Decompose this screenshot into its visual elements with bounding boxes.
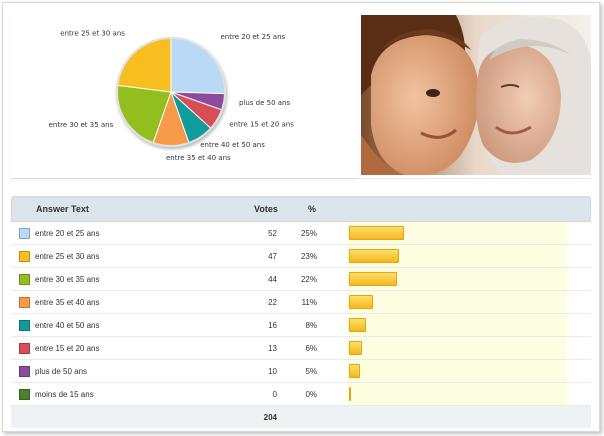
color-swatch	[19, 320, 30, 331]
pie-label-1: plus de 50 ans	[239, 99, 291, 107]
vote-count: 52	[268, 229, 277, 238]
table-row: entre 20 et 25 ans 52 25%	[11, 222, 591, 245]
top-section: entre 20 et 25 ans plus de 50 ans entre 15…	[11, 13, 591, 179]
pie-rim	[116, 37, 226, 147]
answer-label: plus de 50 ans	[35, 367, 88, 376]
vote-percent: 25%	[300, 229, 317, 238]
answer-label: entre 20 et 25 ans	[35, 229, 100, 238]
answer-label: entre 40 et 50 ans	[35, 321, 100, 330]
result-bar	[349, 272, 397, 286]
photo-boy-and-grandmother	[361, 15, 591, 175]
answer-label: entre 25 et 30 ans	[35, 252, 100, 261]
color-swatch	[19, 251, 30, 262]
pie-label-0: entre 20 et 25 ans	[221, 33, 286, 41]
color-swatch	[19, 366, 30, 377]
vote-count: 0	[272, 390, 277, 399]
header-votes: Votes	[254, 204, 278, 214]
answer-label: moins de 15 ans	[35, 390, 94, 399]
bar-track	[347, 291, 567, 313]
table-row: entre 30 et 35 ans 44 22%	[11, 268, 591, 291]
poll-results-frame: entre 20 et 25 ans plus de 50 ans entre 15…	[2, 2, 600, 432]
table-row: entre 40 et 50 ans 16 8%	[11, 314, 591, 337]
answer-label: entre 30 et 35 ans	[35, 275, 100, 284]
color-swatch	[19, 297, 30, 308]
vote-count: 22	[268, 298, 277, 307]
vote-percent: 5%	[305, 367, 317, 376]
pie-label-3: entre 40 et 50 ans	[200, 141, 265, 149]
bar-track	[347, 268, 567, 290]
bar-track	[347, 314, 567, 336]
portrait-image	[361, 15, 591, 175]
pie-label-5: entre 30 et 35 ans	[49, 121, 114, 129]
header-percent: %	[308, 204, 317, 214]
result-bar	[349, 341, 362, 355]
pie-chart-panel: entre 20 et 25 ans plus de 50 ans entre 15…	[11, 13, 356, 178]
vote-count: 10	[268, 367, 277, 376]
pie-label-2: entre 15 et 20 ans	[229, 120, 294, 128]
table-row: moins de 15 ans 0 0%	[11, 383, 591, 406]
pie-label-4: entre 35 et 40 ans	[166, 154, 231, 162]
vote-count: 16	[268, 321, 277, 330]
color-swatch	[19, 389, 30, 400]
bar-track	[347, 245, 567, 267]
answer-label: entre 35 et 40 ans	[35, 298, 100, 307]
pie-label-6: entre 25 et 30 ans	[60, 30, 125, 38]
color-swatch	[19, 228, 30, 239]
table-header: Answer Text Votes %	[11, 196, 591, 222]
table-row: plus de 50 ans 10 5%	[11, 360, 591, 383]
answer-label: entre 15 et 20 ans	[35, 344, 100, 353]
table-row: entre 15 et 20 ans 13 6%	[11, 337, 591, 360]
vote-percent: 23%	[300, 252, 317, 261]
bar-track	[347, 360, 567, 382]
bar-track	[347, 337, 567, 359]
result-bar	[349, 318, 366, 332]
table-row: entre 35 et 40 ans 22 11%	[11, 291, 591, 314]
result-bar	[349, 387, 351, 401]
table-row: entre 25 et 30 ans 47 23%	[11, 245, 591, 268]
vote-count: 47	[268, 252, 277, 261]
bar-track	[347, 383, 567, 405]
header-answer: Answer Text	[36, 204, 89, 214]
results-table: Answer Text Votes % entre 20 et 25 ans 52…	[11, 196, 591, 428]
vote-count: 13	[268, 344, 277, 353]
vote-percent: 11%	[301, 298, 317, 307]
color-swatch	[19, 274, 30, 285]
result-bar	[349, 226, 404, 240]
vote-percent: 8%	[305, 321, 317, 330]
result-bar	[349, 295, 373, 309]
vote-percent: 6%	[305, 344, 317, 353]
vote-count: 44	[268, 275, 277, 284]
pie-chart: entre 20 et 25 ans plus de 50 ans entre 15…	[49, 30, 295, 162]
vote-percent: 0%	[305, 390, 317, 399]
vote-percent: 22%	[300, 275, 317, 284]
table-footer: 204	[11, 406, 591, 428]
result-bar	[349, 249, 399, 263]
total-votes: 204	[263, 413, 277, 422]
result-bar	[349, 364, 360, 378]
color-swatch	[19, 343, 30, 354]
